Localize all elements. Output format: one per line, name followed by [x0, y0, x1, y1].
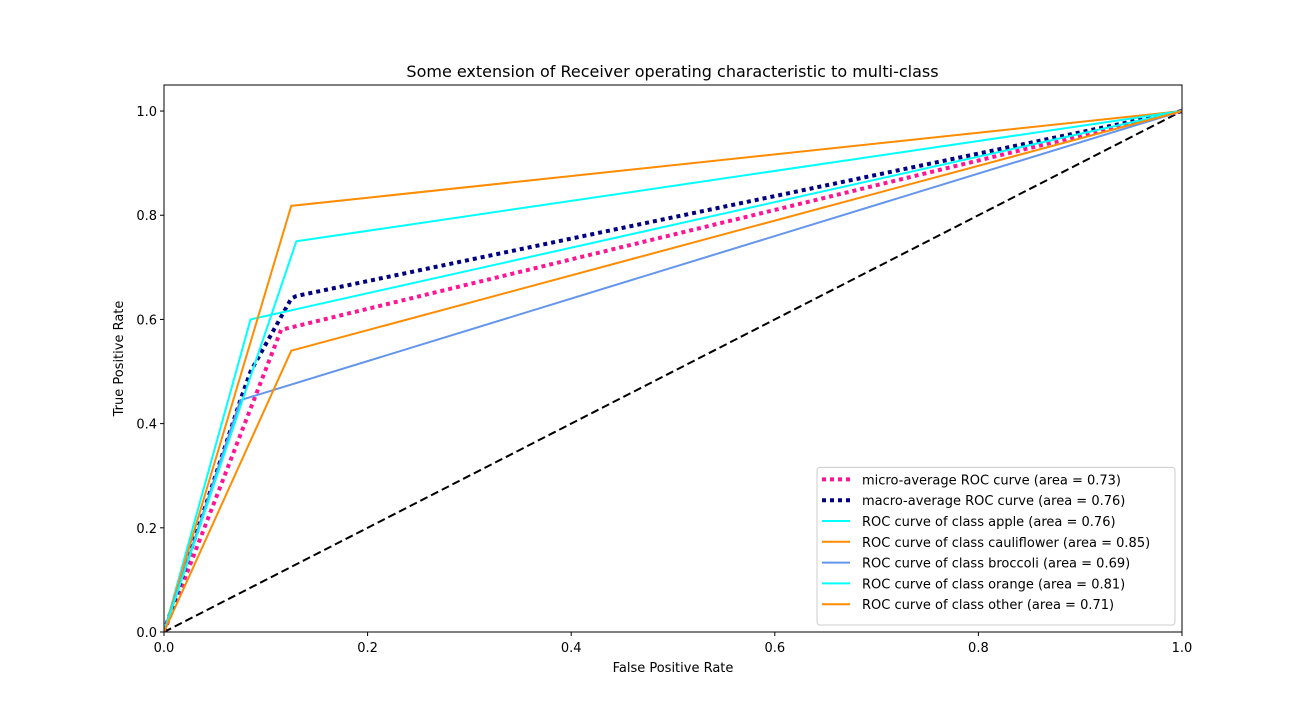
- y-tick-label: 0.8: [136, 209, 157, 224]
- legend-label: micro-average ROC curve (area = 0.73): [862, 473, 1121, 488]
- x-axis: 0.0 0.2 0.4 0.6 0.8 1.0: [154, 632, 1193, 656]
- legend-label: ROC curve of class apple (area = 0.76): [862, 515, 1116, 530]
- legend: micro-average ROC curve (area = 0.73) mac…: [816, 466, 1176, 626]
- plot-frame: [163, 84, 1183, 633]
- x-tick-label: 0.8: [968, 641, 989, 656]
- legend-box: [816, 466, 1176, 626]
- series-line-2: [164, 110, 1182, 632]
- x-tick-label: 0.6: [764, 641, 785, 656]
- x-axis-label: False Positive Rate: [613, 661, 734, 676]
- x-tick-label: 1.0: [1172, 641, 1193, 656]
- y-tick-label: 0.4: [136, 418, 157, 433]
- legend-label: ROC curve of class other (area = 0.71): [862, 598, 1114, 613]
- legend-label: ROC curve of class cauliflower (area = 0…: [862, 536, 1150, 551]
- y-tick-label: 0.6: [136, 313, 157, 328]
- x-tick-label: 0.2: [357, 641, 378, 656]
- y-axis-label: True Positive Rate: [112, 301, 127, 418]
- y-tick-label: 0.2: [136, 522, 157, 537]
- y-tick-label: 0.0: [136, 626, 157, 641]
- y-axis: 0.0 0.2 0.4 0.6 0.8 1.0: [136, 105, 164, 641]
- y-tick-label: 1.0: [136, 105, 157, 120]
- series-line-6: [164, 110, 1182, 632]
- legend-label: ROC curve of class orange (area = 0.81): [862, 577, 1125, 592]
- legend-label: macro-average ROC curve (area = 0.76): [862, 494, 1125, 509]
- legend-label: ROC curve of class broccoli (area = 0.69…: [862, 557, 1130, 572]
- plot-lines: [164, 109, 1182, 632]
- series-line-3: [164, 110, 1182, 632]
- series-line-7: [164, 110, 1182, 632]
- x-tick-label: 0.0: [154, 641, 175, 656]
- x-tick-label: 0.4: [561, 641, 582, 656]
- series-line-5: [164, 110, 1182, 632]
- chart-title: Some extension of Receiver operating cha…: [406, 62, 938, 81]
